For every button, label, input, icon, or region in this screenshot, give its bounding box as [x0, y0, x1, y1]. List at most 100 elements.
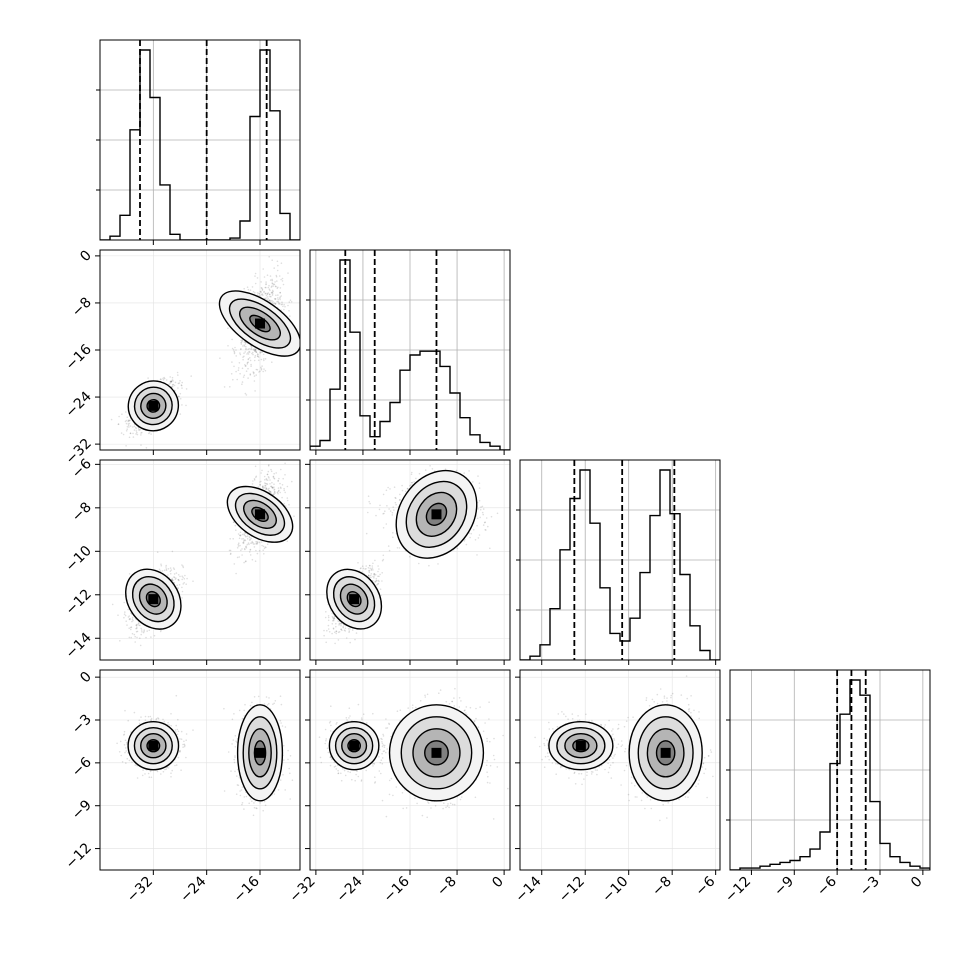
sample-point — [148, 432, 151, 434]
sample-point — [247, 288, 250, 291]
sample-point — [281, 277, 284, 280]
sample-point — [131, 632, 134, 635]
sample-point — [180, 384, 183, 386]
sample-point — [170, 381, 173, 383]
sample-point — [181, 564, 183, 566]
sample-point — [283, 487, 285, 490]
sample-point — [262, 485, 264, 487]
sample-point — [146, 630, 148, 632]
sample-point — [135, 624, 137, 627]
sample-point — [276, 260, 279, 263]
sample-point — [262, 353, 265, 356]
sample-point — [255, 542, 258, 545]
sample-point — [377, 575, 379, 578]
sample-point — [258, 549, 261, 552]
sample-point — [275, 294, 277, 297]
sample-point — [378, 568, 380, 570]
sample-point — [264, 369, 267, 372]
sample-point — [172, 579, 174, 581]
sample-point — [370, 569, 373, 571]
sample-point — [277, 487, 280, 489]
sample-point — [272, 487, 274, 490]
sample-point — [241, 367, 244, 370]
sample-point — [247, 352, 249, 354]
sample-point — [253, 348, 256, 350]
sample-point — [252, 372, 255, 375]
sample-point — [260, 367, 263, 370]
sample-point — [327, 616, 330, 619]
sample-point — [175, 577, 177, 579]
sample-point — [133, 429, 136, 431]
sample-point — [470, 532, 472, 535]
sample-point — [382, 513, 384, 515]
sample-point — [250, 348, 253, 350]
panel-0-0 — [96, 39, 301, 245]
sample-point — [176, 371, 179, 374]
sample-point — [243, 355, 245, 358]
sample-point — [270, 485, 272, 488]
panel-content — [100, 40, 300, 240]
sample-point — [253, 375, 256, 377]
sample-point — [254, 356, 256, 358]
sample-point — [240, 341, 243, 343]
sample-point — [140, 432, 142, 434]
sample-point — [136, 624, 138, 627]
sample-point — [248, 539, 251, 541]
sample-point — [268, 477, 270, 479]
sample-point — [163, 376, 165, 379]
sample-point — [229, 386, 231, 388]
sample-point — [250, 348, 252, 350]
sample-point — [248, 551, 251, 553]
sample-point — [271, 299, 273, 302]
sample-point — [268, 464, 270, 466]
sample-point — [178, 395, 180, 397]
y-tick-label: −14 — [63, 630, 95, 662]
sample-point — [263, 547, 266, 550]
sample-point — [368, 574, 370, 577]
sample-point — [264, 484, 267, 487]
sample-point — [368, 500, 370, 503]
sample-point — [382, 554, 385, 557]
sample-point — [364, 568, 366, 570]
sample-point — [404, 490, 407, 493]
sample-point — [357, 562, 359, 564]
sample-point — [147, 432, 150, 435]
sample-point — [232, 378, 234, 381]
sample-point — [331, 632, 333, 635]
sample-point — [170, 380, 173, 382]
sample-point — [271, 481, 273, 484]
sample-point — [257, 541, 259, 543]
sample-point — [267, 488, 269, 490]
sample-point — [373, 573, 375, 575]
sample-point — [169, 380, 172, 383]
sample-point — [244, 392, 247, 395]
sample-point — [274, 303, 277, 305]
sample-point — [347, 628, 350, 630]
panel-2-0: −14−12−10−8−6 — [63, 456, 307, 665]
sample-point — [265, 487, 268, 489]
sample-point — [247, 348, 249, 351]
sample-point — [186, 577, 188, 580]
sample-point — [148, 629, 151, 632]
sample-point — [219, 357, 221, 359]
sample-point — [271, 285, 273, 287]
sample-point — [418, 562, 420, 565]
sample-point — [463, 455, 465, 457]
sample-point — [377, 570, 379, 573]
sample-point — [305, 494, 307, 496]
sample-point — [130, 626, 132, 629]
y-tick-label: −8 — [69, 499, 95, 525]
sample-point — [476, 524, 478, 527]
sample-point — [379, 573, 381, 576]
sample-point — [126, 428, 128, 430]
sample-point — [274, 492, 276, 494]
sample-point — [260, 541, 263, 543]
sample-point — [262, 294, 264, 296]
sample-point — [261, 293, 263, 295]
sample-point — [257, 353, 259, 356]
sample-point — [456, 547, 459, 550]
sample-point — [255, 350, 257, 352]
sample-point — [239, 353, 242, 356]
sample-point — [165, 566, 167, 568]
sample-point — [240, 341, 242, 344]
